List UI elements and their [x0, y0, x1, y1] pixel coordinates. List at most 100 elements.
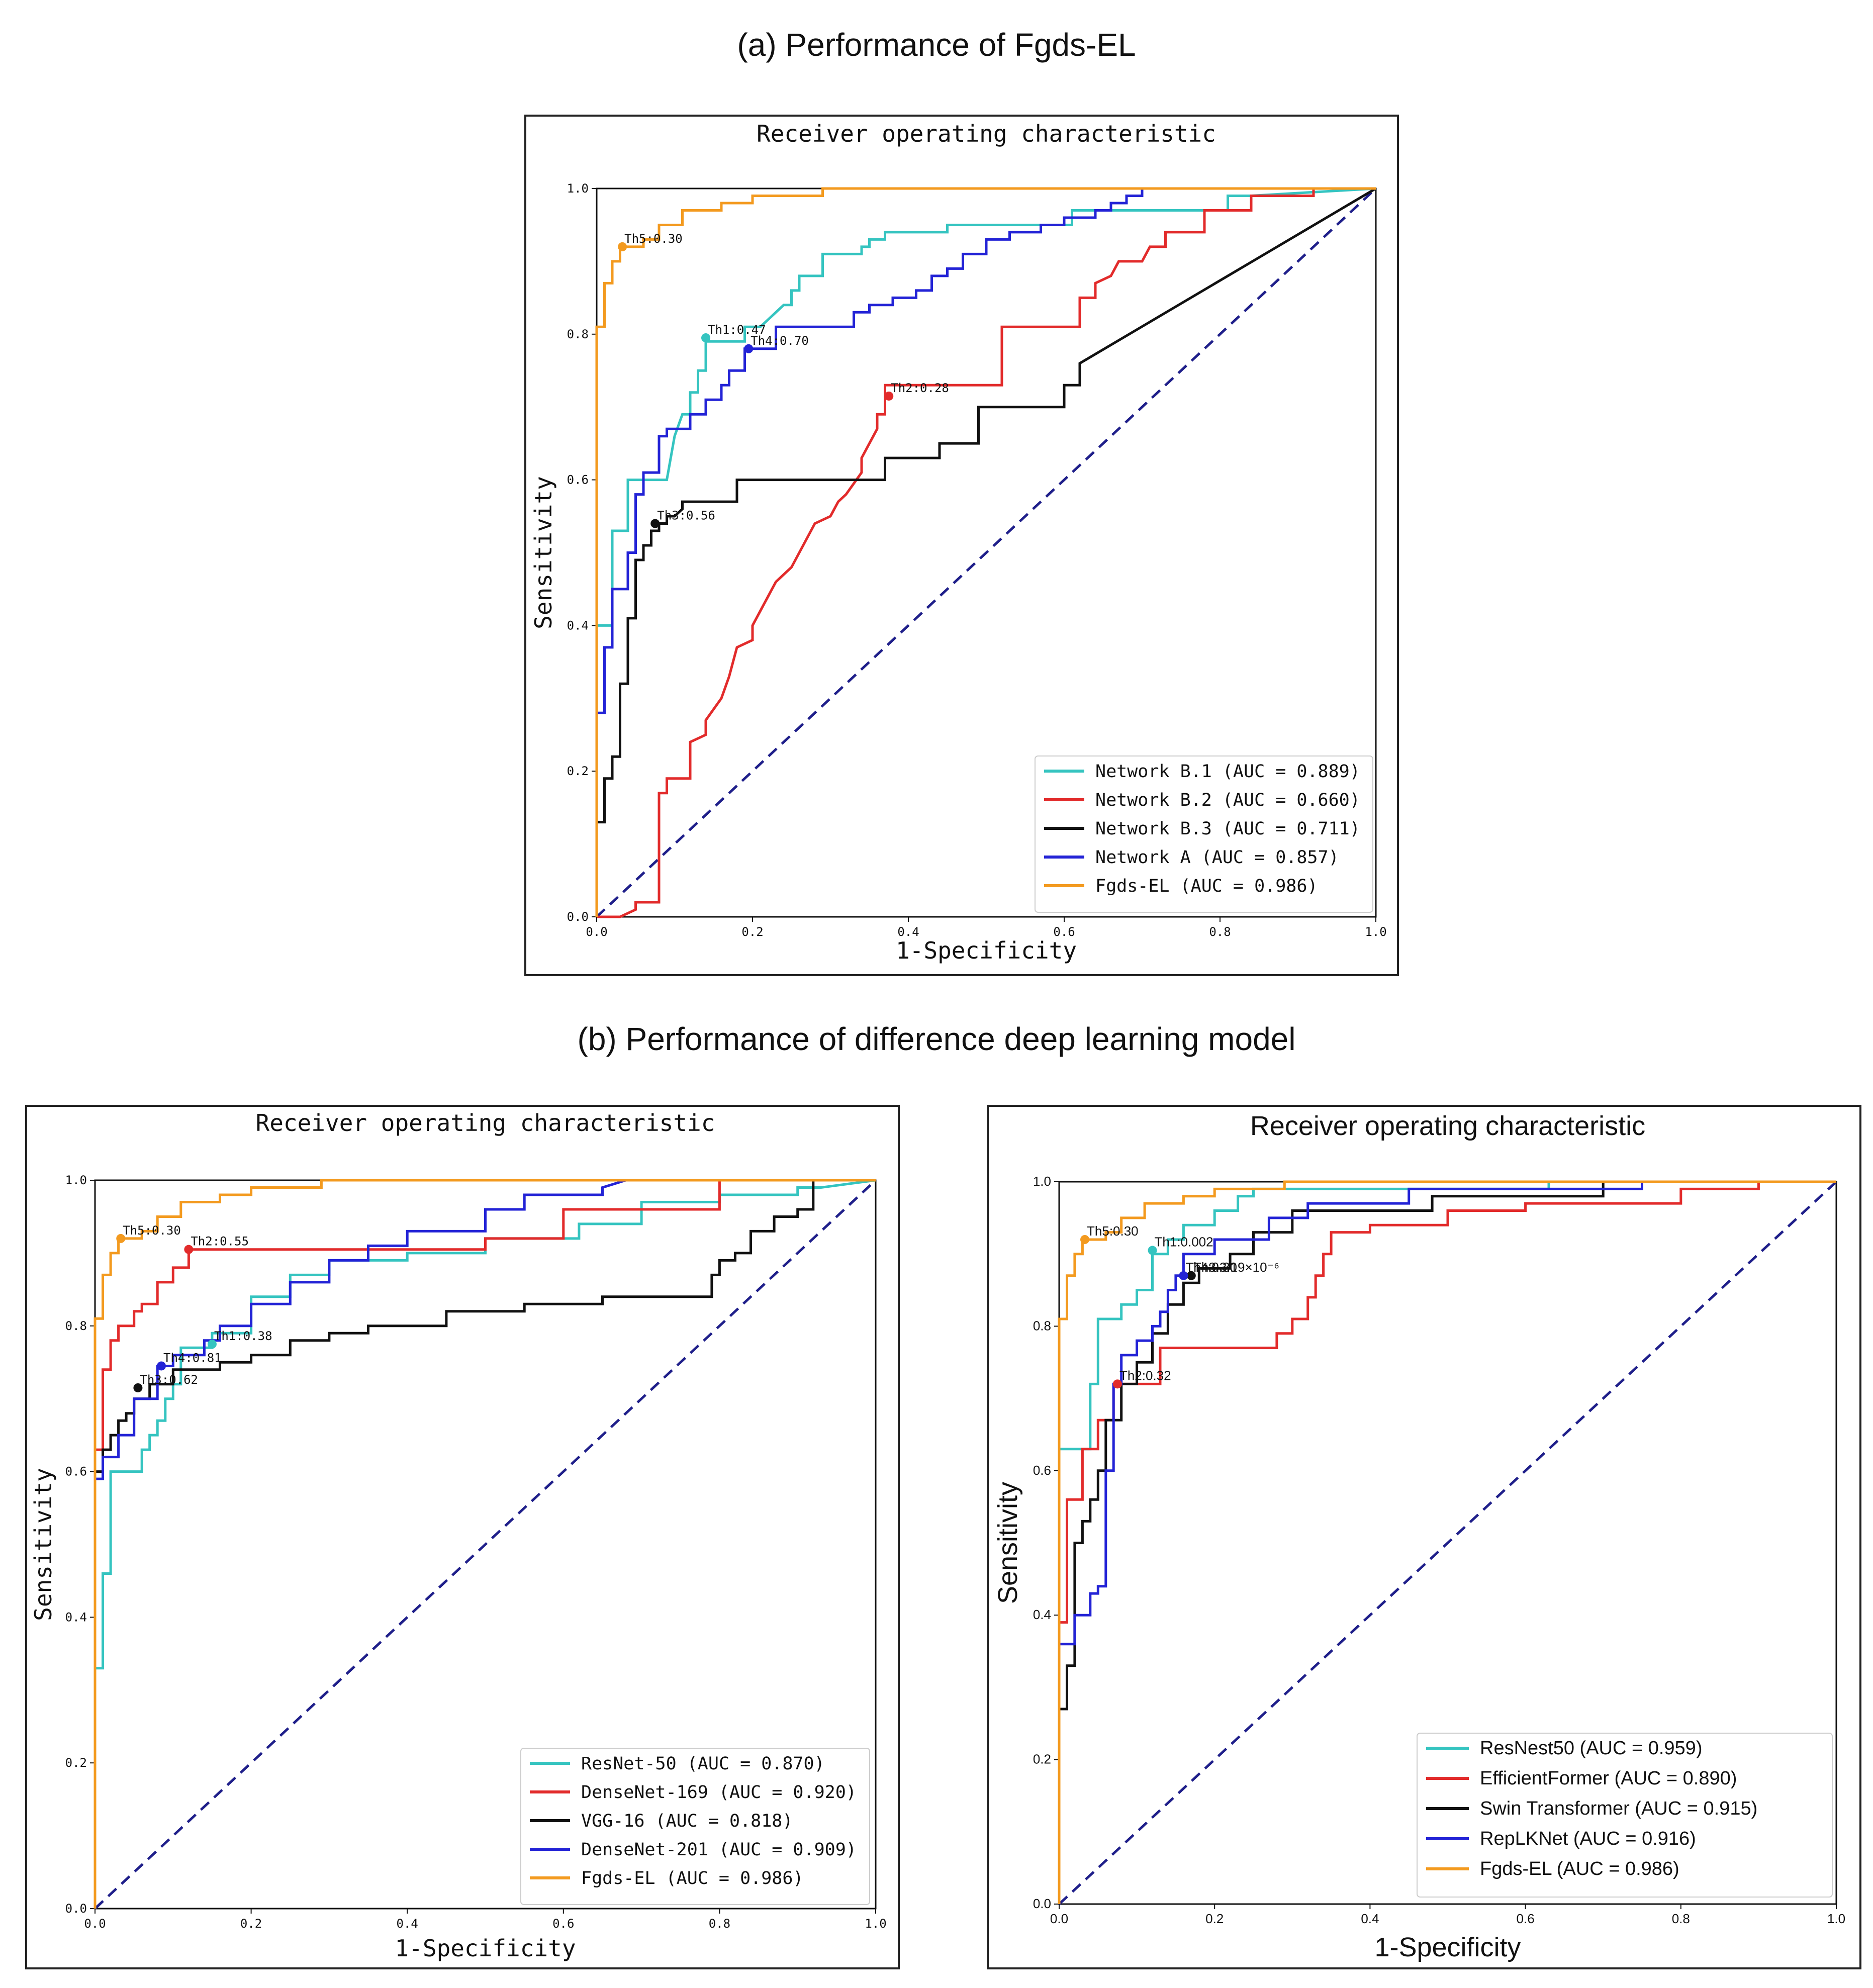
- roc-series-line: [1058, 1180, 1836, 1904]
- threshold-point: [701, 333, 710, 343]
- y-tick-label: 0.6: [1033, 1463, 1051, 1478]
- threshold-label: Th3:0.56: [657, 509, 715, 523]
- roc-series-line: [597, 187, 1376, 918]
- roc-series-line: [1058, 1180, 1836, 1904]
- threshold-label: Th5:0.30: [1087, 1223, 1139, 1239]
- x-tick-label: 0.6: [1517, 1911, 1535, 1926]
- x-tick-label: 0.6: [1053, 925, 1075, 939]
- y-tick-label: 0.4: [567, 618, 589, 632]
- legend-entry: ResNet-50 (AUC = 0.870): [581, 1754, 825, 1774]
- threshold-point: [1112, 1379, 1122, 1389]
- x-tick-label: 0.4: [1361, 1911, 1379, 1926]
- legend-entry: RepLKNet (AUC = 0.916): [1480, 1828, 1696, 1849]
- threshold-point: [133, 1383, 143, 1392]
- x-tick-label: 0.6: [552, 1917, 574, 1931]
- roc-panel-b-right: Receiver operating characteristic 0.0 0.0 0…: [987, 1105, 1861, 1969]
- threshold-label: Th1:0.002: [1155, 1235, 1213, 1250]
- legend-entry: DenseNet-169 (AUC = 0.920): [581, 1782, 857, 1803]
- y-axis-label: Sensitivity: [30, 1468, 57, 1621]
- legend-box: [520, 1748, 870, 1905]
- threshold-point: [184, 1245, 194, 1254]
- y-tick-label: 0.4: [65, 1610, 87, 1624]
- legend-entry: Swin Transformer (AUC = 0.915): [1480, 1798, 1757, 1819]
- threshold-label: Th3:3.19×10⁻⁶: [1193, 1260, 1279, 1275]
- threshold-point: [1080, 1235, 1090, 1244]
- y-tick-label: 0.6: [567, 473, 589, 487]
- y-tick-label: 0.0: [1033, 1896, 1051, 1911]
- legend-entry: DenseNet-201 (AUC = 0.909): [581, 1840, 857, 1860]
- threshold-label: Th1:0.38: [214, 1329, 272, 1343]
- chart-title: Receiver operating characteristic: [1250, 1111, 1645, 1141]
- roc-series-line: [595, 187, 1376, 917]
- y-tick-label: 0.8: [1033, 1318, 1051, 1333]
- y-tick-label: 0.6: [65, 1465, 87, 1479]
- y-tick-label: 0.2: [1033, 1752, 1051, 1767]
- threshold-point: [744, 344, 754, 353]
- threshold-label: Th2:0.32: [1119, 1368, 1171, 1383]
- x-tick-label: 0.8: [1209, 925, 1231, 939]
- legend-entry: EfficientFormer (AUC = 0.890): [1480, 1768, 1737, 1789]
- y-tick-label: 1.0: [567, 181, 589, 196]
- y-tick-label: 0.0: [65, 1902, 87, 1916]
- x-tick-label: 0.4: [397, 1917, 418, 1931]
- x-tick-label: 1.0: [1827, 1911, 1845, 1926]
- threshold-point: [116, 1234, 126, 1243]
- figure-title-a: (a) Performance of Fgds-EL: [737, 27, 1136, 63]
- threshold-label: Th3:0.62: [140, 1373, 198, 1387]
- legend-entry: VGG-16 (AUC = 0.818): [581, 1811, 793, 1831]
- threshold-point: [650, 519, 660, 528]
- roc-series-line: [93, 1179, 876, 1909]
- threshold-point: [1186, 1271, 1196, 1280]
- y-tick-label: 0.8: [65, 1319, 87, 1333]
- x-tick-label: 0.4: [897, 925, 919, 939]
- y-tick-label: 0.8: [567, 327, 589, 341]
- threshold-point: [1179, 1271, 1188, 1280]
- x-tick-label: 0.2: [1205, 1911, 1224, 1926]
- threshold-point: [207, 1340, 217, 1349]
- legend-entry: Fgds-EL (AUC = 0.986): [1480, 1858, 1679, 1879]
- roc-series-line: [1058, 1180, 1836, 1904]
- legend-entry: Network B.2 (AUC = 0.660): [1095, 790, 1360, 810]
- y-tick-label: 0.2: [65, 1756, 87, 1770]
- x-tick-label: 0.2: [741, 925, 763, 939]
- roc-chart-a: Receiver operating characteristic 0.00.0 0…: [530, 120, 1387, 964]
- threshold-point: [884, 391, 894, 401]
- roc-chart-b-left: Receiver operating characteristic 0.00.0 0…: [30, 1109, 887, 1962]
- threshold-label: Th5:0.30: [624, 232, 683, 246]
- x-axis-label: 1-Specificity: [395, 1935, 576, 1962]
- x-axis-label: 1-Specificity: [896, 937, 1077, 964]
- threshold-label: Th4:0.30: [1185, 1260, 1237, 1275]
- legend-entry: Network A (AUC = 0.857): [1095, 847, 1339, 868]
- threshold-point: [1148, 1246, 1157, 1255]
- roc-panel-b-left: Receiver operating characteristic 0.0 0.0 0…: [25, 1105, 900, 1969]
- y-tick-label: 1.0: [65, 1173, 87, 1187]
- x-tick-label: 0.8: [709, 1917, 730, 1931]
- legend-entry: Network B.1 (AUC = 0.889): [1095, 762, 1360, 782]
- chance-diagonal: [94, 1179, 877, 1910]
- roc-series-line: [1058, 1180, 1836, 1904]
- threshold-label: Th2:0.28: [891, 381, 949, 395]
- chance-diagonal: [596, 187, 1377, 918]
- threshold-label: Th2:0.55: [191, 1235, 249, 1249]
- chart-title: Receiver operating characteristic: [256, 1109, 715, 1137]
- x-tick-label: 0.0: [1050, 1911, 1068, 1926]
- figure-title-b: (b) Performance of difference deep learn…: [577, 1021, 1296, 1057]
- roc-chart-b-right: Receiver operating characteristic 0.00.0 0…: [993, 1111, 1845, 1962]
- threshold-point: [157, 1361, 166, 1371]
- x-tick-label: 0.0: [84, 1917, 106, 1931]
- threshold-point: [618, 242, 627, 251]
- x-tick-label: 0.8: [1672, 1911, 1690, 1926]
- threshold-label: Th4:0.70: [751, 334, 809, 348]
- threshold-label: Th1:0.47: [708, 323, 766, 337]
- x-tick-label: 1.0: [1365, 925, 1386, 939]
- x-axis-label: 1-Specificity: [1374, 1932, 1521, 1962]
- x-tick-label: 0.2: [240, 1917, 262, 1931]
- y-tick-label: 0.0: [567, 910, 589, 924]
- legend-box: [1417, 1733, 1833, 1898]
- y-axis-label: Sensitivity: [993, 1482, 1023, 1604]
- roc-series-line: [93, 1179, 876, 1909]
- legend-box: [1035, 755, 1373, 913]
- y-tick-label: 0.2: [567, 764, 589, 778]
- chance-diagonal: [1058, 1181, 1837, 1905]
- x-tick-label: 1.0: [865, 1917, 886, 1931]
